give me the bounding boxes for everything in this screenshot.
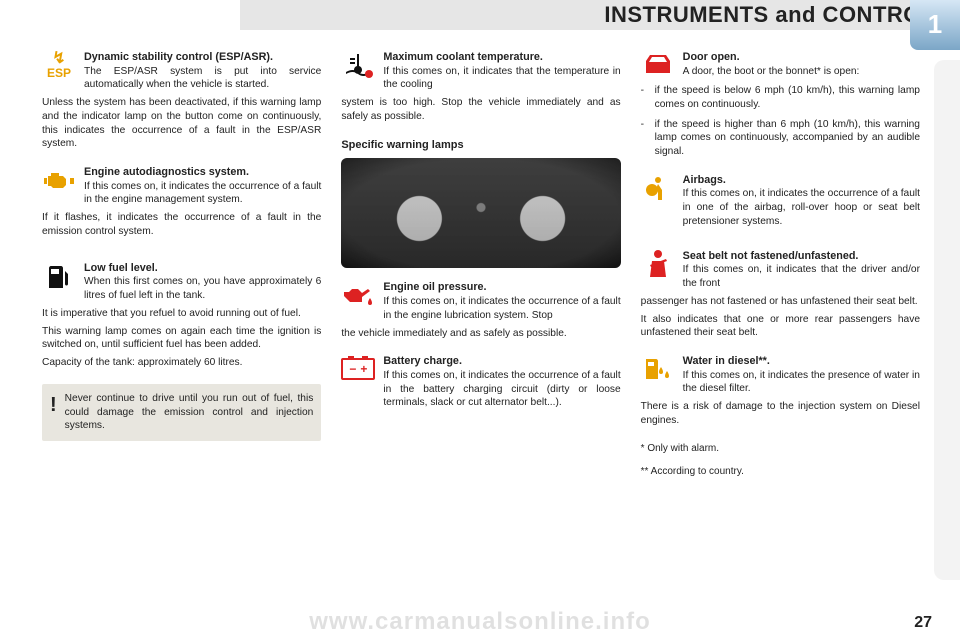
airbags-p1: If this comes on, it indicates the occur… (683, 187, 920, 228)
esp-p1: The ESP/ASR system is put into service a… (84, 65, 321, 93)
page-title: INSTRUMENTS and CONTROLS (604, 0, 950, 30)
esp-icon: ↯ ESP (42, 50, 76, 80)
airbags-title: Airbags. (683, 173, 920, 188)
section-water: Water in diesel**. If this comes on, it … (641, 354, 920, 428)
seatbelt-p2: It also indicates that one or more rear … (641, 313, 920, 341)
engine-icon (42, 165, 76, 195)
lowfuel-p3: This warning lamp comes on again each ti… (42, 325, 321, 353)
esp-title: Dynamic stability control (ESP/ASR). (84, 50, 321, 65)
seatbelt-icon (641, 249, 675, 279)
door-p1: A door, the boot or the bonnet* is open: (683, 65, 920, 79)
autodiag-p1: If this comes on, it indicates the occur… (84, 180, 321, 208)
door-li2: if the speed is higher than 6 mph (10 km… (641, 118, 920, 159)
lowfuel-p2: It is imperative that you refuel to avoi… (42, 307, 321, 321)
col-1: ↯ ESP Dynamic stability control (ESP/ASR… (42, 50, 321, 610)
section-autodiag: Engine autodiagnostics system. If this c… (42, 165, 321, 239)
lowfuel-title: Low fuel level. (84, 261, 321, 276)
section-airbags: Airbags. If this comes on, it indicates … (641, 173, 920, 229)
coolant-p1-b: system is too high. Stop the vehicle im­… (341, 96, 620, 124)
fuel-icon (42, 261, 76, 291)
col-3: Door open. A door, the boot or the bonne… (641, 50, 920, 610)
esp-p2: Unless the system has been deactivated, … (42, 96, 321, 151)
section-lowfuel: Low fuel level. When this first comes on… (42, 261, 321, 370)
autodiag-title: Engine autodiagnostics system. (84, 165, 321, 180)
footnote-1: * Only with alarm. (641, 442, 920, 456)
seatbelt-p1-b: passenger has not fastened or has un­fas… (641, 295, 920, 309)
coolant-p1-a: If this comes on, it indicates that the … (383, 65, 620, 93)
instrument-cluster-photo (341, 158, 620, 268)
col-2: Maximum coolant temperature. If this com… (341, 50, 620, 610)
airbag-icon (641, 173, 675, 203)
oil-p1-a: If this comes on, it indicates the occur… (383, 295, 620, 323)
specific-heading: Specific warning lamps (341, 138, 620, 153)
lowfuel-p4: Capacity of the tank: approximately 60 l… (42, 356, 321, 370)
page-number: 27 (914, 612, 932, 634)
section-door: Door open. A door, the boot or the bonne… (641, 50, 920, 159)
exclamation-icon: ! (50, 392, 57, 419)
autodiag-p2: If it flashes, it indicates the occurren… (42, 211, 321, 239)
section-esp: ↯ ESP Dynamic stability control (ESP/ASR… (42, 50, 321, 151)
door-li1: if the speed is below 6 mph (10 km/h), t… (641, 84, 920, 112)
coolant-title: Maximum coolant temperature. (383, 50, 620, 65)
coolant-icon (341, 50, 375, 80)
section-coolant: Maximum coolant temperature. If this com… (341, 50, 620, 124)
door-title: Door open. (683, 50, 920, 65)
seatbelt-title: Seat belt not fastened/unfastened. (683, 249, 920, 264)
battery-icon: −+ (341, 354, 375, 384)
water-icon (641, 354, 675, 384)
oil-icon (341, 280, 375, 310)
section-seatbelt: Seat belt not fastened/unfastened. If th… (641, 249, 920, 340)
header-bar: INSTRUMENTS and CONTROLS (240, 0, 960, 30)
content-columns: ↯ ESP Dynamic stability control (ESP/ASR… (42, 50, 920, 610)
footnote-2: ** According to country. (641, 465, 920, 479)
battery-title: Battery charge. (383, 354, 620, 369)
lowfuel-p1: When this first comes on, you have appro… (84, 275, 321, 303)
battery-p1: If this comes on, it indicates the occur… (383, 369, 620, 410)
chapter-badge: 1 (910, 0, 960, 50)
oil-title: Engine oil pressure. (383, 280, 620, 295)
water-title: Water in diesel**. (683, 354, 920, 369)
warning-text: Never continue to drive until you run ou… (65, 392, 314, 433)
section-oil: Engine oil pressure. If this comes on, i… (341, 280, 620, 340)
water-p2: There is a risk of damage to the injec­t… (641, 400, 920, 428)
seatbelt-p1-a: If this comes on, it indicates that the … (683, 263, 920, 291)
water-p1: If this comes on, it indicates the prese… (683, 369, 920, 397)
section-battery: −+ Battery charge. If this comes on, it … (341, 354, 620, 410)
watermark: www.carmanualsonline.info (309, 606, 651, 638)
warning-box: ! Never continue to drive until you run … (42, 384, 321, 441)
door-list: if the speed is below 6 mph (10 km/h), t… (641, 84, 920, 159)
side-band (934, 60, 960, 580)
door-icon (641, 50, 675, 80)
oil-p1-b: the vehicle immediately and as safely as… (341, 327, 620, 341)
